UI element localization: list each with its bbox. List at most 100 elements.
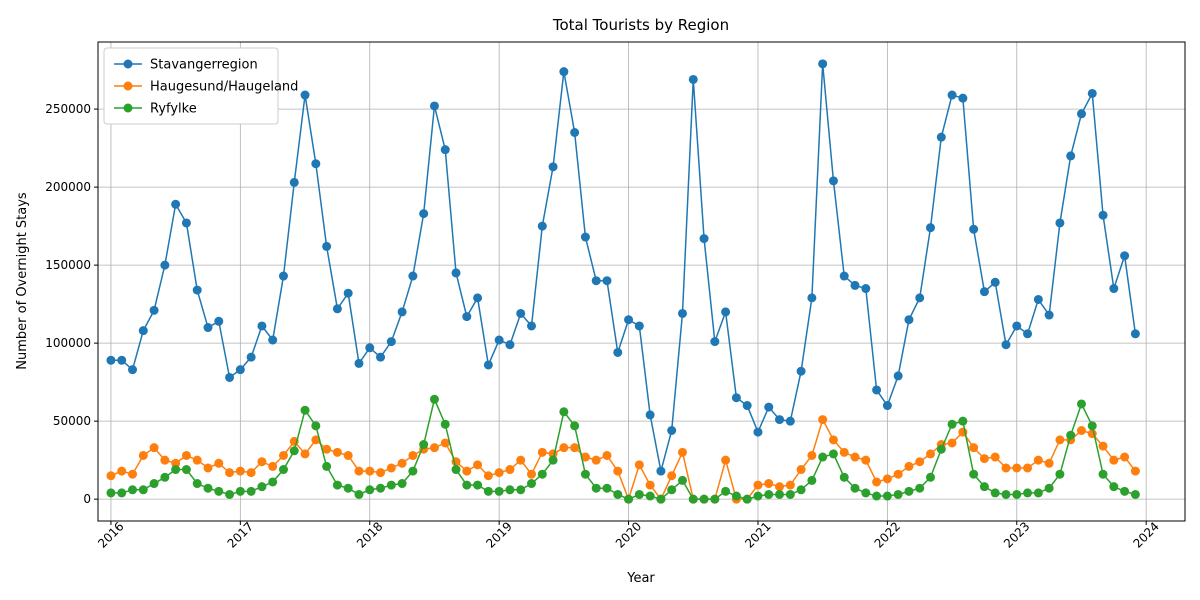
data-point <box>516 455 526 465</box>
data-point <box>235 486 245 496</box>
legend-marker <box>123 59 133 69</box>
y-tick-label: 50000 <box>53 414 91 428</box>
data-point <box>1012 489 1022 499</box>
data-point <box>408 450 418 460</box>
data-point <box>775 489 785 499</box>
data-point <box>947 419 957 429</box>
data-point <box>419 440 429 450</box>
data-point <box>171 458 181 468</box>
chart-title: Total Tourists by Region <box>552 16 729 34</box>
data-point <box>1001 340 1011 350</box>
data-point <box>257 482 267 492</box>
data-point <box>1076 399 1086 409</box>
data-point <box>958 416 968 426</box>
data-point <box>365 485 375 495</box>
data-point <box>138 485 148 495</box>
data-point <box>1001 463 1011 473</box>
data-point <box>645 410 655 420</box>
data-point <box>742 494 752 504</box>
legend-label: Stavangerregion <box>150 58 258 73</box>
grid <box>98 42 1185 521</box>
y-axis-label: Number of Overnight Stays <box>15 192 30 370</box>
data-point <box>505 465 515 475</box>
data-point <box>149 305 159 315</box>
y-axis: 0 50000 100000 150000 200000 250000 <box>45 102 98 506</box>
data-point <box>710 494 720 504</box>
data-point <box>764 489 774 499</box>
data-point <box>451 465 461 475</box>
data-point <box>591 276 601 286</box>
data-point <box>268 335 278 345</box>
data-point <box>936 132 946 142</box>
data-point <box>171 465 181 475</box>
data-point <box>462 466 472 476</box>
data-point <box>397 479 407 489</box>
data-point <box>1098 210 1108 220</box>
data-point <box>1012 463 1022 473</box>
data-point <box>1044 483 1054 493</box>
data-point <box>1120 452 1130 462</box>
data-point <box>1076 426 1086 435</box>
data-point <box>332 480 342 490</box>
y-tick-label: 200000 <box>45 180 91 194</box>
data-point <box>904 461 914 471</box>
data-point <box>505 340 515 350</box>
data-point <box>225 489 235 499</box>
data-point <box>742 401 752 411</box>
data-point <box>785 489 795 499</box>
data-point <box>958 93 968 103</box>
data-point <box>516 485 526 495</box>
data-point <box>807 475 817 485</box>
data-point <box>1130 329 1140 339</box>
data-point <box>214 486 224 496</box>
legend-marker <box>123 81 133 91</box>
data-point <box>613 466 623 476</box>
data-point <box>979 482 989 492</box>
legend-item: Stavangerregion <box>114 58 258 73</box>
data-point <box>904 486 914 496</box>
data-point <box>872 385 882 395</box>
data-point <box>246 468 256 478</box>
data-point <box>322 444 332 454</box>
data-point <box>311 159 321 169</box>
data-point <box>839 271 849 281</box>
data-point <box>850 452 860 462</box>
data-point <box>149 479 159 489</box>
data-point <box>138 326 148 336</box>
data-point <box>979 454 989 464</box>
data-point <box>990 488 1000 498</box>
data-point <box>764 402 774 412</box>
data-point <box>796 366 806 376</box>
data-point <box>278 465 288 475</box>
data-point <box>1055 469 1065 479</box>
data-point <box>634 460 644 470</box>
data-point <box>1120 486 1130 496</box>
x-tick-label: 2017 <box>225 519 256 550</box>
data-point <box>1055 218 1065 228</box>
data-point <box>1033 488 1043 498</box>
data-point <box>1130 489 1140 499</box>
data-point <box>354 358 364 368</box>
data-point <box>731 393 741 403</box>
data-point <box>721 307 731 317</box>
data-point <box>775 482 785 492</box>
legend: Stavangerregion Haugesund/Haugeland Ryfylk… <box>103 47 298 125</box>
data-point <box>850 280 860 290</box>
data-point <box>969 443 979 453</box>
data-point <box>429 101 439 111</box>
data-point <box>721 455 731 465</box>
data-point <box>516 308 526 318</box>
data-point <box>915 483 925 493</box>
data-point <box>990 277 1000 287</box>
data-point <box>1023 463 1033 473</box>
data-point <box>753 427 763 437</box>
data-point <box>904 315 914 325</box>
data-point <box>494 468 504 478</box>
data-point <box>462 480 472 490</box>
data-point <box>386 480 396 490</box>
data-point <box>117 488 127 498</box>
data-point <box>181 465 191 475</box>
data-point <box>634 489 644 499</box>
data-point <box>537 447 547 457</box>
data-point <box>1098 441 1108 451</box>
